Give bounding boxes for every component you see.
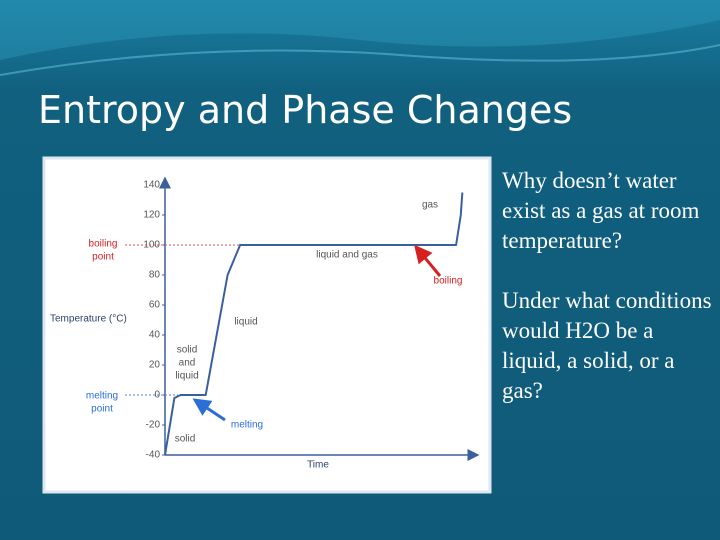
annotation: gas	[422, 200, 438, 211]
wave-decoration	[0, 0, 720, 60]
y-tick-label: 80	[149, 270, 161, 281]
y-axis-label: Temperature (°C)	[50, 314, 127, 325]
y-tick-label: -20	[146, 420, 161, 431]
chart-background	[42, 156, 492, 494]
y-tick-label: 100	[143, 240, 160, 251]
y-tick-label: 40	[149, 330, 161, 341]
annotation: melting	[231, 420, 263, 431]
annotation: point	[92, 252, 114, 263]
annotation: solid	[175, 434, 196, 445]
annotation: boiling	[434, 276, 463, 287]
annotation: point	[91, 404, 113, 415]
annotation: boiling	[89, 239, 118, 250]
y-tick-label: 20	[149, 360, 161, 371]
annotation: liquid and gas	[316, 250, 378, 261]
annotation: and	[179, 358, 196, 369]
bullet: Why doesn’t water exist as a gas at room…	[502, 168, 700, 253]
x-axis-label: Time	[307, 460, 329, 471]
data-line	[164, 192, 464, 456]
melting-arrow	[192, 398, 226, 422]
y-tick-label: 140	[143, 180, 160, 191]
y-tick-label: 60	[149, 300, 161, 311]
y-tick-label: -40	[146, 450, 161, 461]
boiling-arrow	[414, 244, 442, 277]
annotation: solid	[177, 345, 198, 356]
y-tick-label: 120	[143, 210, 160, 221]
annotation: melting	[86, 391, 118, 402]
wave-line	[0, 44, 720, 76]
bullet-list: Why doesn’t water exist as a gas at room…	[502, 166, 712, 436]
slide-title: Entropy and Phase Changes	[38, 88, 573, 132]
annotation: liquid	[234, 317, 257, 328]
bullet: Under what conditions would H2O be a liq…	[502, 288, 712, 403]
annotation: liquid	[175, 371, 198, 382]
